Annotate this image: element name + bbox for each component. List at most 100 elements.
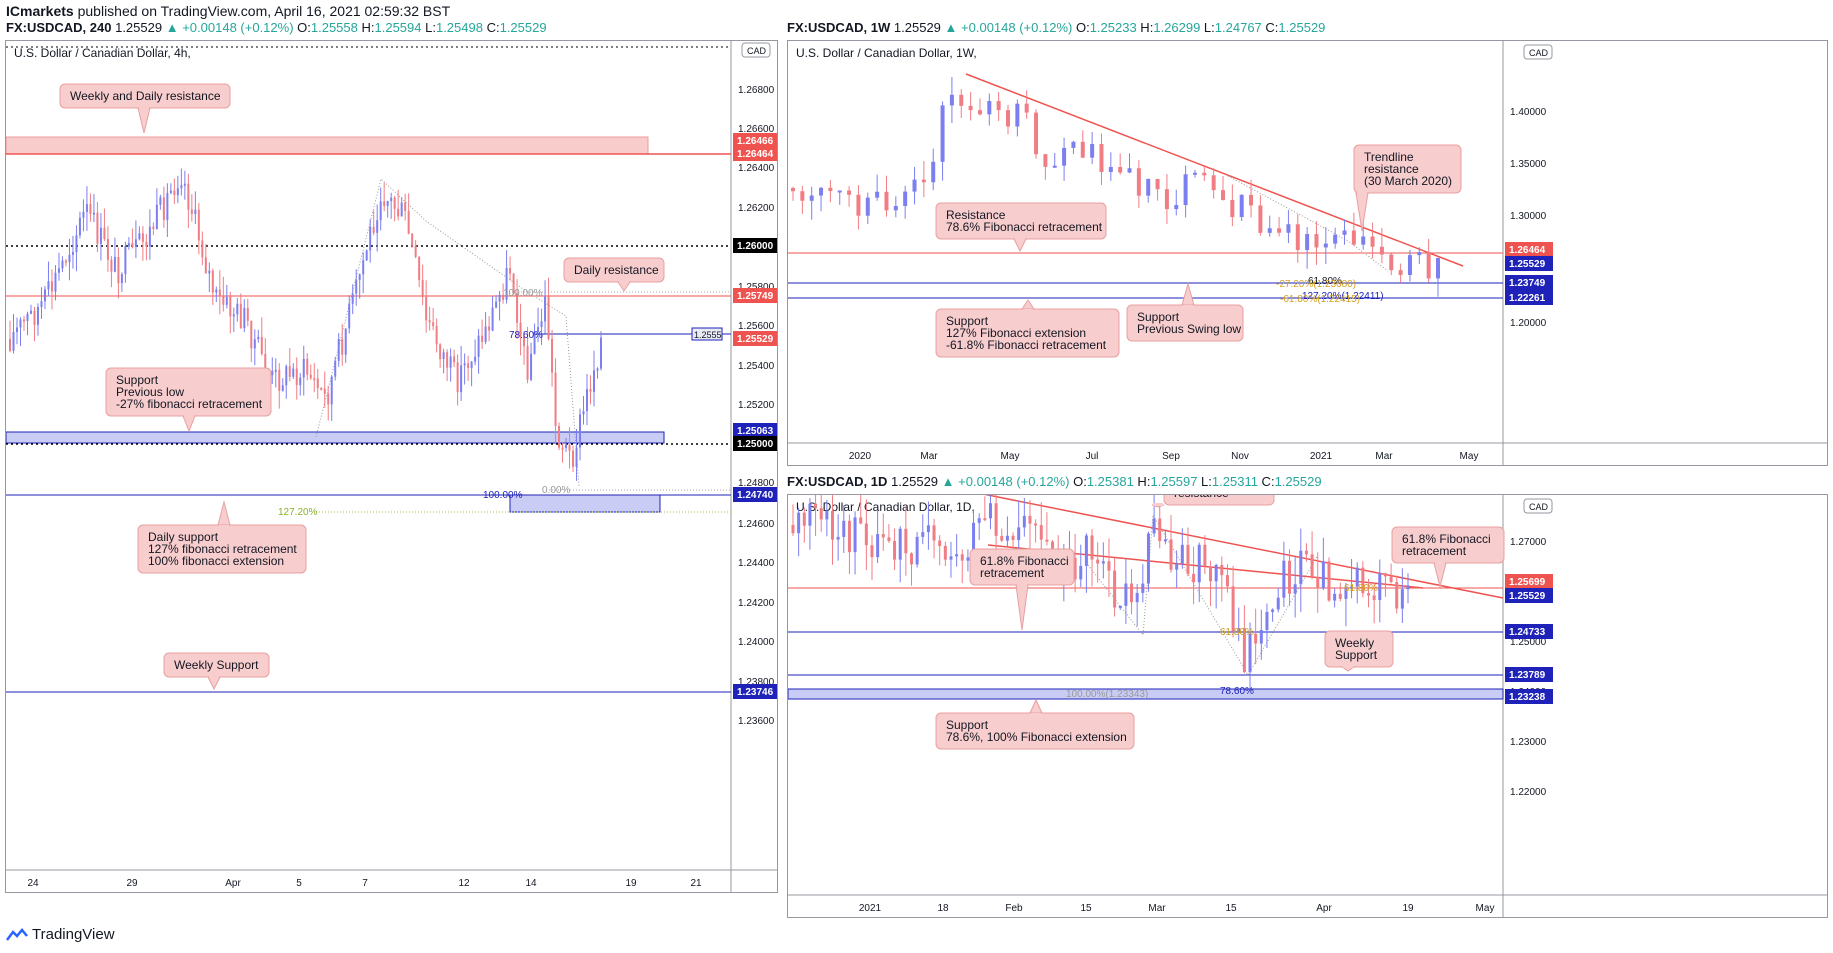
callout-text: (30 March 2020) (1364, 174, 1452, 188)
callout-pointer (1021, 299, 1035, 310)
h4-candle (71, 251, 74, 255)
price-label: 1.22261 (1509, 293, 1546, 304)
watermark-title: U.S. Dollar / Canadian Dollar, 1W, (796, 46, 977, 60)
w1-candle (1006, 110, 1010, 127)
price-label-bg (733, 423, 777, 438)
price-label-bg (733, 487, 777, 502)
low: 1.25311 (1211, 474, 1258, 489)
h4-candle (106, 239, 109, 260)
y-tick-label: 1.20000 (1510, 318, 1547, 329)
callout-weekly-daily-resistance[interactable]: Weekly and Daily resistance (59, 83, 231, 134)
d1-candle (1395, 582, 1399, 609)
callout-daily-resistance[interactable]: Daily resistance (563, 257, 665, 292)
h4-candle (239, 303, 242, 329)
d1-candle (1254, 633, 1258, 644)
callout-pointer (1029, 698, 1043, 714)
price-label-bg (733, 238, 777, 253)
callout-box (1163, 495, 1275, 506)
close: 1.25529 (1278, 20, 1326, 35)
h4-candle (134, 239, 137, 247)
h4-candle (218, 289, 221, 297)
y-tick-label: 1.40000 (1510, 107, 1547, 118)
currency-badge (741, 42, 771, 58)
d1-candle (1361, 567, 1365, 594)
d1-candle (1237, 628, 1241, 632)
h4-candle (404, 202, 407, 211)
h4-candle (320, 387, 323, 390)
h4-candle (540, 321, 543, 328)
callout-text: resistance (1364, 162, 1419, 176)
h4-candle (425, 296, 428, 321)
h4-candle (502, 294, 505, 300)
x-tick-label: Mar (920, 451, 938, 462)
currency-label: CAD (747, 46, 767, 56)
h4-candle (145, 241, 148, 247)
callout-weekly-support[interactable]: Weekly Support (163, 652, 270, 691)
h4-candle (509, 267, 512, 274)
d1-candle (836, 536, 840, 540)
w1-candle (1351, 230, 1356, 245)
h4-candle (421, 279, 424, 297)
price-label-bg (1505, 242, 1553, 257)
tradingview-footer[interactable]: TradingView (6, 926, 115, 943)
callout-text: Support (116, 373, 159, 387)
brand-name: TradingView (32, 926, 115, 943)
d1-candle (1282, 560, 1286, 598)
d1-candle (1338, 593, 1342, 599)
h4-candle (456, 362, 459, 393)
h4-chart[interactable]: U.S. Dollar / Canadian Dollar, 4h, CAD 100… (6, 41, 778, 893)
w1-candle (959, 94, 964, 106)
d1-candle (808, 503, 812, 526)
x-tick-label: Nov (1231, 451, 1249, 462)
w1-candle (893, 205, 898, 211)
y-tick-label: 1.26200 (738, 203, 775, 214)
d1-chart-panel[interactable]: U.S. Dollar / Canadian Dollar, 1D, CAD 61.… (787, 494, 1828, 918)
w1-chart[interactable]: U.S. Dollar / Canadian Dollar, 1W, CAD 61.… (788, 41, 1828, 466)
h4-candle (386, 201, 389, 207)
callout-pointer (217, 500, 231, 526)
currency-label: CAD (1529, 502, 1549, 512)
w1-candle (1183, 174, 1188, 206)
cursor-label: 1.2555 (694, 330, 722, 340)
cursor-label-bg (691, 327, 723, 341)
h4-candle (40, 301, 43, 308)
h4-candle (43, 289, 46, 302)
d1-candle (1135, 592, 1139, 603)
callout-pointer-cover (1435, 561, 1445, 564)
last-price: 1.25529 (893, 20, 941, 35)
w1-candle (1286, 224, 1291, 233)
d1-candle (814, 503, 818, 509)
h4-candle (407, 210, 410, 234)
publisher-name[interactable]: ICmarkets (6, 3, 74, 19)
w1-chart-panel[interactable]: U.S. Dollar / Canadian Dollar, 1W, CAD 61.… (787, 40, 1828, 466)
h4-chart-panel[interactable]: U.S. Dollar / Canadian Dollar, 4h, CAD 100… (5, 40, 778, 893)
d1-candle (1169, 539, 1173, 570)
callout-text: retracement (980, 566, 1045, 580)
h4-candle (372, 226, 375, 233)
h4-candle (47, 281, 50, 290)
y-tick-label: 1.23600 (738, 716, 775, 727)
up-triangle-icon: ▲ (165, 20, 179, 35)
h4-candle (180, 185, 183, 189)
d1-candle (1225, 575, 1229, 587)
d1-candle (1028, 515, 1032, 524)
tradingview-logo-icon (6, 927, 28, 941)
d1-candle (1107, 561, 1111, 571)
h4-candle (435, 326, 438, 345)
callout-text: Daily support (148, 530, 219, 544)
open: 1.25381 (1086, 474, 1134, 489)
d1-chart[interactable]: U.S. Dollar / Canadian Dollar, 1D, CAD 61.… (788, 495, 1828, 918)
w1-candle (1258, 205, 1263, 233)
d1-candle (887, 537, 891, 541)
